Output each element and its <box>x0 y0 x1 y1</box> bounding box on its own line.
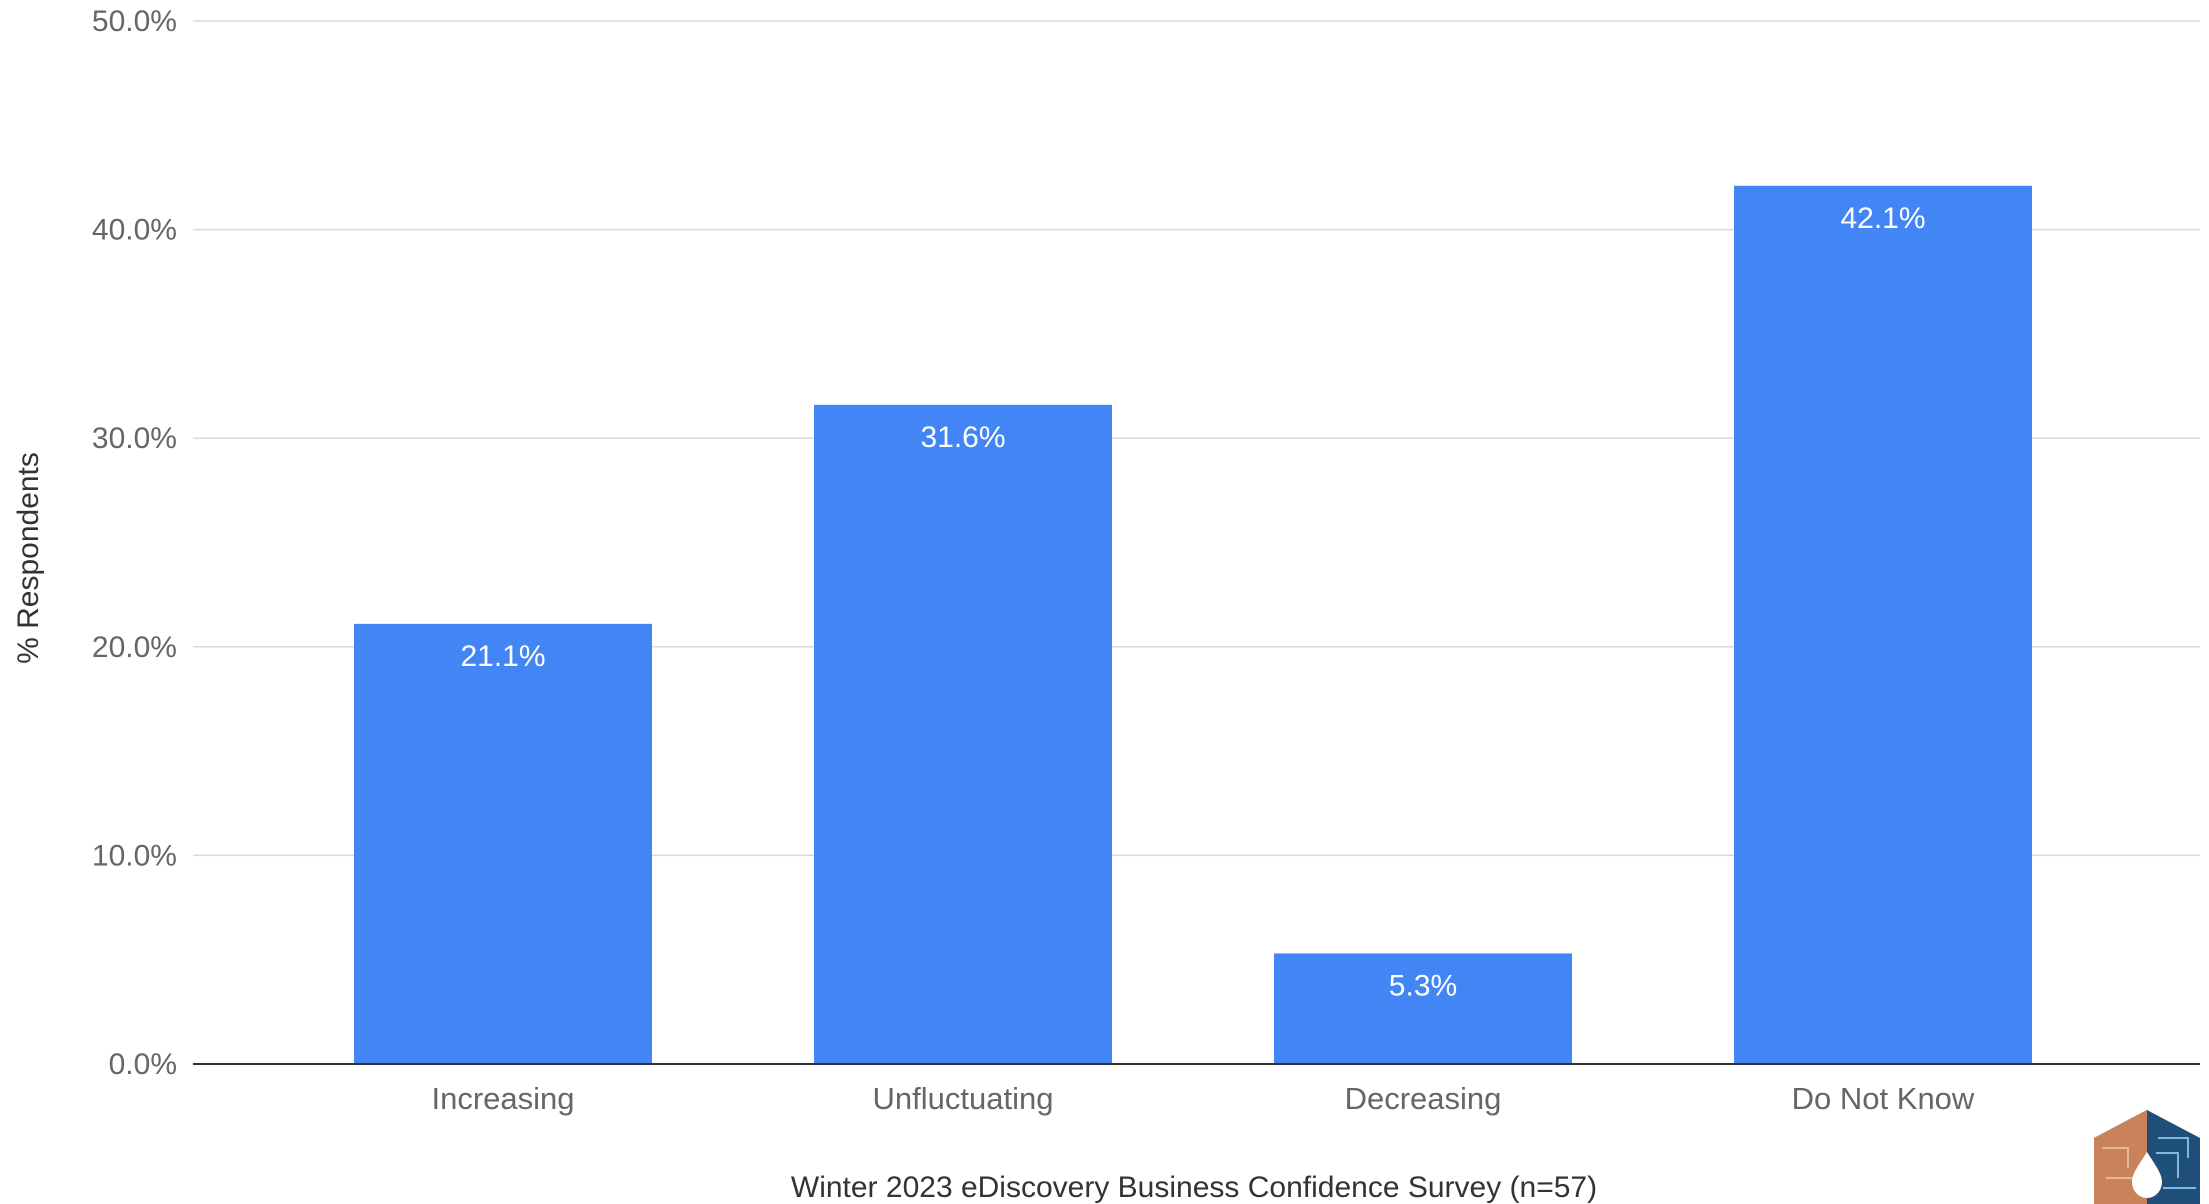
ediscovery-logo-icon <box>2088 1108 2206 1204</box>
y-axis-title: % Respondents <box>12 452 45 664</box>
value-labels: 21.1% 31.6% 5.3% 42.1% <box>460 202 1925 1003</box>
bar-value-label: 31.6% <box>920 421 1005 454</box>
y-tick-label: 40.0% <box>92 214 177 247</box>
bar-unfluctuating <box>814 404 1112 1065</box>
bar-decreasing <box>1274 953 1572 1064</box>
y-tick-label: 30.0% <box>92 422 177 455</box>
x-category-label: Decreasing <box>1345 1081 1502 1116</box>
x-axis-categories: Increasing Unfluctuating Decreasing Do Not … <box>431 1081 1974 1116</box>
x-category-label: Do Not Know <box>1792 1081 1975 1116</box>
y-tick-label: 10.0% <box>92 839 177 872</box>
bar-do-not-know <box>1734 185 2032 1064</box>
bar-value-label: 21.1% <box>460 640 545 673</box>
bar-value-label: 42.1% <box>1840 202 1925 235</box>
bars <box>354 185 2032 1065</box>
y-tick-label: 0.0% <box>109 1048 177 1081</box>
y-tick-label: 20.0% <box>92 631 177 664</box>
y-tick-label: 50.0% <box>92 5 177 38</box>
bar-value-label: 5.3% <box>1389 969 1457 1002</box>
x-category-label: Increasing <box>431 1081 574 1116</box>
x-category-label: Unfluctuating <box>873 1081 1054 1116</box>
bar-increasing <box>354 623 652 1064</box>
y-axis-ticks: 0.0% 10.0% 20.0% 30.0% 40.0% 50.0% <box>92 5 177 1081</box>
x-axis-title: Winter 2023 eDiscovery Business Confiden… <box>791 1171 1597 1204</box>
